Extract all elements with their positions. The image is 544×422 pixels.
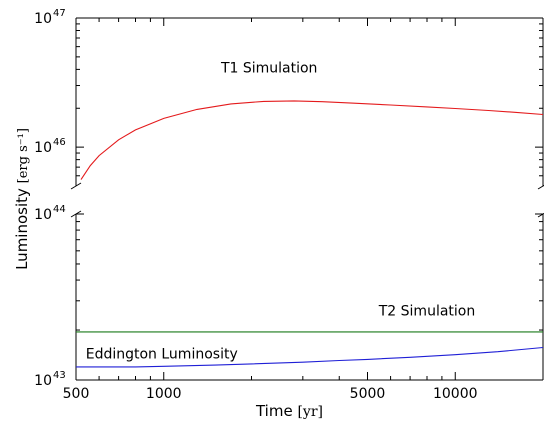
x-tick-label: 10000 (433, 386, 478, 402)
y-tick-exponent: 44 (53, 204, 66, 215)
series-line-eddington-luminosity (76, 346, 544, 368)
series-label-t1-simulation: T1 Simulation (220, 60, 317, 76)
axis-break-mark (70, 182, 82, 190)
y-tick-label: 10 (34, 373, 52, 389)
series-line-t1-simulation (80, 100, 544, 180)
axis-break-mark (537, 184, 544, 190)
series-label-t2-simulation: T2 Simulation (378, 303, 475, 319)
y-tick-exponent: 43 (53, 370, 66, 381)
y-axis-unit: [erg s⁻¹] (16, 128, 31, 183)
x-tick-label: 5000 (350, 386, 386, 402)
series-label-eddington-luminosity: Eddington Luminosity (86, 346, 238, 362)
x-tick-label: 500 (63, 386, 90, 402)
y-tick-label: 10 (34, 207, 52, 223)
x-axis-label: Time [yr] (255, 402, 323, 420)
y-tick-label: 10 (34, 140, 52, 156)
x-axis-unit: [yr] (297, 404, 323, 420)
y-tick-label: 10 (34, 11, 52, 27)
x-tick-label: 1000 (146, 386, 182, 402)
y-axis-label: Luminosity [erg s⁻¹] (13, 128, 31, 270)
y-tick-exponent: 46 (53, 137, 66, 148)
y-tick-exponent: 47 (53, 8, 66, 19)
